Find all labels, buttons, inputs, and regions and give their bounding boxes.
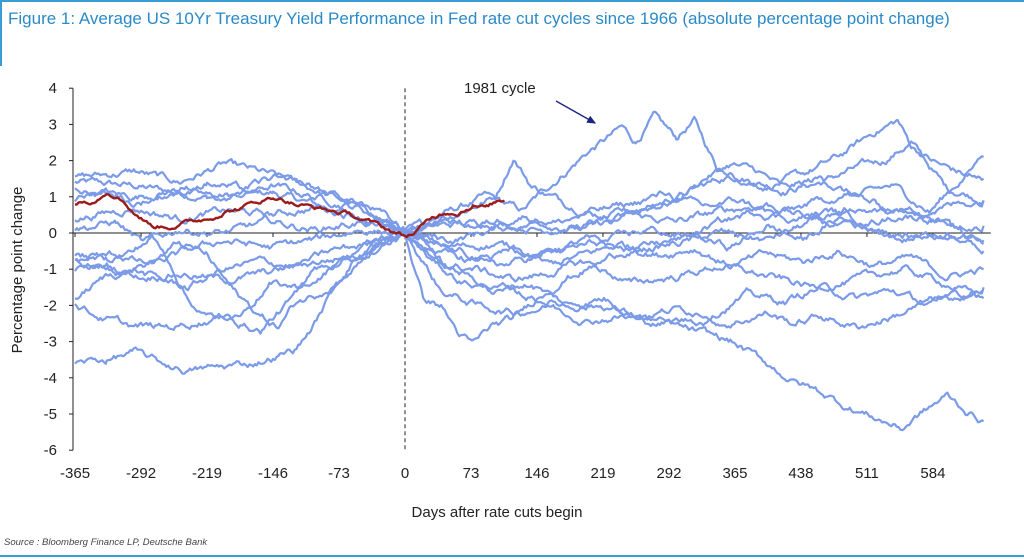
y-tick-label: -1: [44, 261, 57, 278]
series-line-historical-cycle: [74, 232, 985, 321]
series-line-historical-cycle: [74, 173, 985, 237]
series-line-historical-cycle: [74, 202, 985, 245]
series-line-historical-cycle: [74, 216, 985, 342]
x-tick-label: -146: [258, 465, 288, 482]
series-line-historical-cycle: [74, 207, 985, 330]
annotation-label: 1981 cycle: [464, 80, 536, 97]
x-axis-title: Days after rate cuts begin: [412, 504, 583, 521]
x-tick-label: 292: [656, 465, 681, 482]
x-tick-label: -73: [328, 465, 350, 482]
series-line-historical-cycle: [74, 230, 984, 331]
y-tick-label: 0: [49, 225, 57, 242]
x-tick-label: 511: [855, 465, 879, 482]
x-tick-label: -219: [192, 465, 222, 482]
y-tick-label: 4: [49, 80, 57, 97]
y-axis-title: Percentage point change: [9, 187, 26, 354]
x-tick-label: 438: [788, 465, 813, 482]
x-tick-label: 219: [590, 465, 615, 482]
y-tick-label: 3: [49, 116, 57, 133]
series-line-current-cycle: [74, 193, 506, 239]
y-tick-label: -5: [44, 406, 57, 423]
x-tick-label: 73: [463, 465, 480, 482]
series-line-historical-cycle: [74, 225, 984, 282]
x-tick-label: 584: [920, 465, 945, 482]
y-tick-label: -2: [44, 297, 57, 314]
series-line-historical-cycle: [74, 110, 985, 234]
y-tick-label: 1: [49, 189, 57, 206]
x-tick-label: 146: [524, 465, 549, 482]
series-line-historical-cycle: [74, 162, 985, 237]
x-tick-label: -292: [126, 465, 156, 482]
source-note: Source : Bloomberg Finance LP, Deutsche …: [4, 537, 208, 548]
series-line-historical-cycle: [74, 119, 985, 232]
x-axis: -365 -292 -219 -146 -73 0 73 146 219 292 365 438 511…: [60, 88, 991, 482]
annotation-arrow: [555, 100, 597, 124]
y-tick-label: -4: [44, 370, 57, 387]
x-tick-label: 365: [722, 465, 747, 482]
series-line-historical-cycle: [74, 229, 985, 432]
frame-top-border: [0, 0, 1024, 2]
x-tick-label: -365: [60, 465, 90, 482]
series-layer: [74, 110, 985, 432]
x-tick-label: 0: [401, 465, 409, 482]
y-tick-label: 2: [49, 153, 57, 170]
frame-bottom-border: [0, 555, 1024, 557]
frame-left-border: [0, 2, 2, 66]
y-axis: 4 3 2 1 0 -1 -2 -3 -4 -5 -6: [44, 80, 74, 459]
figure-title: Figure 1: Average US 10Yr Treasury Yield…: [8, 9, 950, 28]
y-tick-label: -6: [44, 442, 57, 459]
y-tick-label: -3: [44, 334, 57, 351]
